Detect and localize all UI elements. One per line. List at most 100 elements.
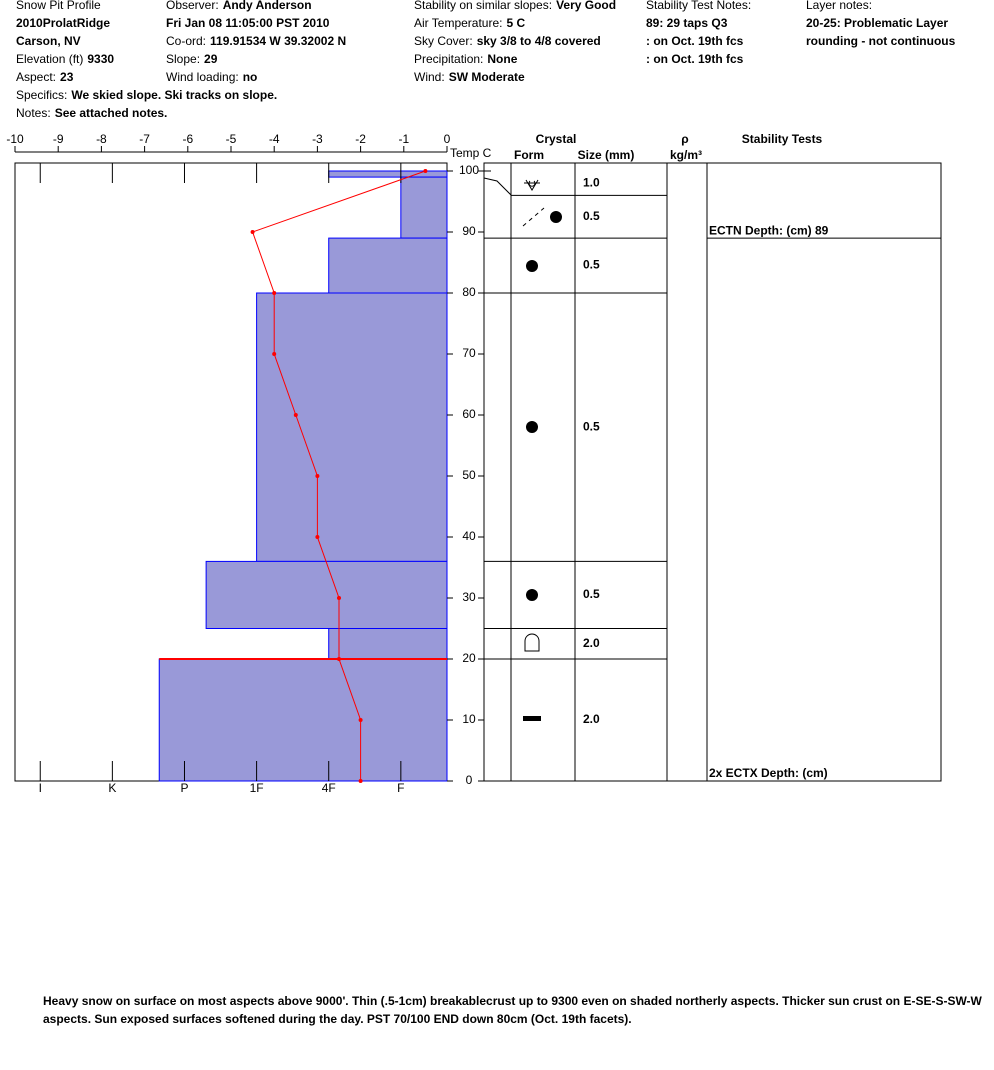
field-value: sky 3/8 to 4/8 covered	[477, 34, 601, 48]
temperature-point	[315, 474, 320, 478]
grain-size: 0.5	[583, 258, 600, 272]
temperature-point	[337, 596, 341, 600]
y-tick-label: 90	[462, 224, 476, 238]
field-label: Co-ord:	[166, 34, 206, 48]
column-header: Size (mm)	[578, 148, 635, 162]
y-tick-label: 100	[459, 163, 479, 177]
hardness-bar	[158, 658, 448, 782]
grain-size: 1.0	[583, 175, 600, 189]
hardness-label: 1F	[250, 781, 264, 795]
hardness-label: I	[39, 781, 42, 795]
field-value: Fri Jan 08 11:05:00 PST 2010	[166, 16, 330, 30]
crystal-forms	[522, 179, 562, 721]
hardness-bar	[328, 628, 448, 660]
column-header: ρ	[681, 132, 688, 146]
y-tick-label: 0	[466, 773, 473, 787]
stability-test: ECTN Depth: (cm) 89	[709, 223, 829, 237]
field-value: We skied slope. Ski tracks on slope.	[71, 88, 277, 102]
x-tick-label: -8	[96, 132, 107, 146]
y-tick-label: 10	[462, 712, 476, 726]
hardness-label: F	[397, 781, 404, 795]
x-tick-label: -10	[6, 132, 24, 146]
y-tick-label: 30	[462, 590, 476, 604]
field-value: Andy Anderson	[223, 0, 312, 12]
hardness-bar	[400, 176, 448, 239]
table-frame	[483, 162, 942, 782]
hardness-bar	[205, 560, 448, 630]
field-value: rounding - not continuous	[806, 34, 956, 48]
y-tick-label: 20	[462, 651, 476, 665]
field-label: Stability on similar slopes:	[414, 0, 552, 12]
y-tick-label: 80	[462, 285, 476, 299]
field-label: Layer notes:	[806, 0, 872, 12]
hardness-bar	[328, 170, 448, 178]
field-label: Stability Test Notes:	[646, 0, 751, 12]
x-tick-label: -7	[139, 132, 150, 146]
x-tick-label: -3	[312, 132, 323, 146]
column-header: Form	[514, 148, 544, 162]
field-label: Wind loading:	[166, 70, 239, 84]
snow-profile: Snow Pit Profile 2010ProlatRidge Carson, N…	[6, 0, 956, 795]
temperature-point	[337, 657, 341, 661]
x-tick-label: 0	[444, 132, 451, 146]
temperature-point	[250, 230, 255, 234]
grain-size: 0.5	[583, 587, 600, 601]
field-value: no	[243, 70, 258, 84]
y-tick-label: 70	[462, 346, 476, 360]
table-columns	[483, 163, 708, 781]
hardness-label: 4F	[322, 781, 336, 795]
field-value: See attached notes.	[55, 106, 168, 120]
field-value: 23	[60, 70, 74, 84]
field-value: : on Oct. 19th fcs	[646, 52, 744, 66]
y-tick-label: 40	[462, 529, 476, 543]
temperature-point	[293, 413, 298, 417]
x-tick-label: -4	[269, 132, 280, 146]
hardness-bar	[328, 237, 448, 294]
field-value: 2010ProlatRidge	[16, 16, 110, 30]
field-label: Snow Pit Profile	[16, 0, 101, 12]
column-header: kg/m³	[670, 148, 702, 162]
footer-notes: Heavy snow on surface on most aspects ab…	[43, 994, 982, 1026]
field-label: Observer:	[166, 0, 219, 12]
field-label: Slope:	[166, 52, 200, 66]
x-tick-label: -1	[398, 132, 409, 146]
field-label: Elevation (ft)	[16, 52, 83, 66]
temperature-point	[272, 352, 277, 356]
grain-size: 2.0	[583, 712, 600, 726]
field-value: 119.91534 W 39.32002 N	[210, 34, 346, 48]
grain-size: 0.5	[583, 209, 600, 223]
y-tick-label: 50	[462, 468, 476, 482]
temperature-point	[315, 535, 320, 539]
field-value: Carson, NV	[16, 34, 81, 48]
field-value: : on Oct. 19th fcs	[646, 34, 744, 48]
temperature-point	[423, 169, 428, 173]
hardness-bar	[256, 292, 448, 562]
axis-label: Temp C	[450, 146, 492, 160]
field-label: Aspect:	[16, 70, 56, 84]
x-tick-label: -6	[182, 132, 193, 146]
field-value: Very Good	[556, 0, 616, 12]
field-label: Notes:	[16, 106, 51, 120]
field-value: 29	[204, 52, 218, 66]
field-value: SW Moderate	[449, 70, 525, 84]
x-tick-label: -5	[226, 132, 237, 146]
field-value: 89: 29 taps Q3	[646, 16, 728, 30]
temperature-point	[358, 779, 363, 783]
x-tick-label: -2	[355, 132, 366, 146]
field-label: Specifics:	[16, 88, 67, 102]
field-value: 5 C	[506, 16, 525, 30]
hardness-label: K	[108, 781, 116, 795]
x-tick-label: -9	[53, 132, 64, 146]
field-label: Wind:	[414, 70, 445, 84]
field-value: 9330	[87, 52, 114, 66]
grain-size: 0.5	[583, 419, 600, 433]
field-label: Sky Cover:	[414, 34, 473, 48]
field-value: None	[487, 52, 517, 66]
column-header: Crystal	[536, 132, 577, 146]
field-value: 20-25: Problematic Layer	[806, 16, 948, 30]
grain-size: 2.0	[583, 636, 600, 650]
y-tick-label: 60	[462, 407, 476, 421]
temperature-point	[358, 718, 363, 722]
stability-test: 2x ECTX Depth: (cm)	[709, 766, 828, 780]
